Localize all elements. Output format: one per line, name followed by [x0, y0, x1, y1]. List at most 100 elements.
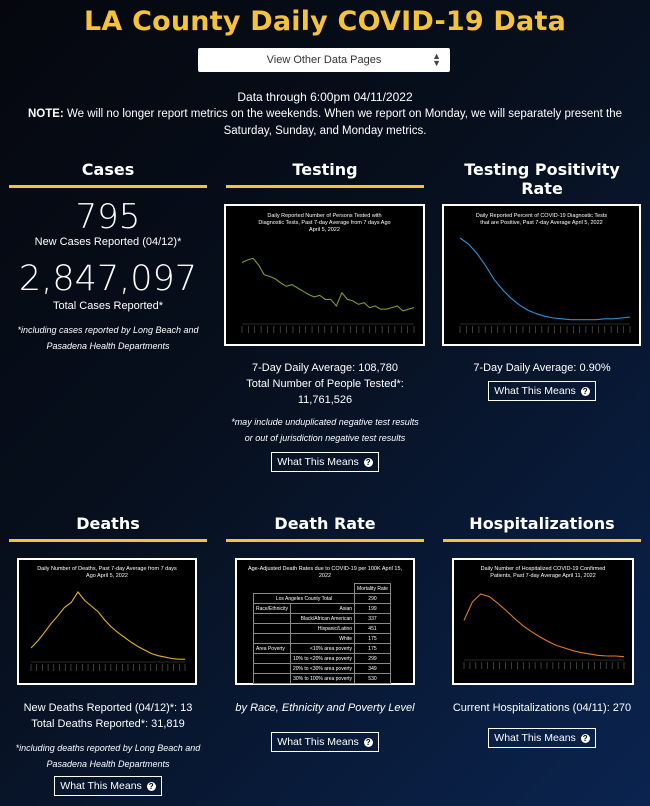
deaths-what-this-means-button[interactable]: What This Means ? [54, 776, 162, 796]
question-icon: ? [146, 781, 156, 791]
deaths-chart[interactable]: Daily Number of Deaths, Past 7-day Avera… [17, 558, 197, 685]
la-total-label: Los Angeles County Total [252, 593, 356, 604]
mortality-group: Race/Ethnicity [253, 603, 291, 614]
deaths-line [30, 591, 185, 660]
question-icon: ? [580, 733, 590, 743]
mortality-row: Race/Ethnicity Asian 199 [253, 603, 391, 614]
deaths-footnote: *including deaths reported by Long Beach… [15, 743, 201, 769]
mortality-value: 337 [354, 613, 391, 624]
question-icon: ? [363, 737, 373, 747]
mortality-category: White [289, 633, 356, 644]
testing-chart[interactable]: Daily Reported Number of Persons Tested … [224, 204, 425, 346]
note-label: NOTE: [27, 108, 64, 120]
note-text: We will no longer report metrics on the … [66, 108, 623, 137]
question-icon: ? [580, 386, 590, 396]
weekend-note: NOTE: We will no longer report metrics o… [8, 106, 642, 140]
mortality-value: 299 [354, 653, 391, 664]
mortality-group [253, 673, 291, 684]
death-rate-table-image[interactable]: Age-Adjusted Death Rates due to COVID-19… [235, 558, 415, 685]
testing-total-label: Total Number of People Tested*: [246, 378, 404, 390]
mortality-category: 20% to <30% area poverty [289, 663, 356, 674]
death-rate-what-this-means-button[interactable]: What This Means ? [271, 732, 379, 752]
positivity-chart-title: Daily Reported Percent of COVID-19 Diagn… [475, 213, 608, 226]
mortality-row: 10% to <20% area poverty 299 [253, 653, 391, 664]
hosp-line [463, 593, 625, 658]
deaths-stats: New Deaths Reported (04/12)*: 13 Total D… [9, 700, 207, 796]
positivity-what-this-means-button[interactable]: What This Means ? [488, 381, 596, 401]
testing-heading: Testing [226, 160, 424, 188]
mortality-group [253, 613, 291, 624]
hosp-chart[interactable]: Daily Number of Hospitalized COVID-19 Co… [452, 558, 634, 685]
deaths-section: Deaths [9, 514, 207, 542]
testing-button-label: What This Means [277, 456, 359, 468]
data-through-text: Data through 6:00pm 04/11/2022 [237, 90, 413, 104]
deaths-heading: Deaths [9, 514, 207, 542]
testing-section: Testing [226, 160, 424, 188]
la-total-value: 290 [354, 593, 391, 604]
hosp-what-this-means-button[interactable]: What This Means ? [488, 728, 596, 748]
mortality-group: Area Poverty [253, 643, 291, 654]
new-cases-label: New Cases Reported (04/12)* [34, 236, 182, 248]
death-rate-footer: by Race, Ethnicity and Poverty Level Wha… [226, 700, 424, 752]
data-pages-select[interactable]: View Other Data Pages ▲ ▼ [198, 48, 450, 72]
select-arrows-icon: ▲ ▼ [432, 51, 441, 68]
positivity-chart[interactable]: Daily Reported Percent of COVID-19 Diagn… [442, 204, 641, 346]
mortality-value: 349 [354, 663, 391, 674]
positivity-section: Testing Positivity Rate [443, 160, 641, 207]
testing-stats: 7-Day Daily Average: 108,780 Total Numbe… [226, 360, 424, 472]
page-title: LA County Daily COVID-19 Data [84, 6, 566, 37]
positivity-button-label: What This Means [494, 385, 576, 397]
death-rate-title: Age-Adjusted Death Rates due to COVID-19… [247, 566, 403, 579]
positivity-heading: Testing Positivity Rate [443, 160, 641, 207]
positivity-line [459, 237, 631, 321]
mortality-value: 451 [354, 623, 391, 634]
deaths-button-label: What This Means [60, 780, 142, 792]
mortality-category: 30% to 100% area poverty [289, 673, 356, 684]
mortality-group [253, 633, 291, 644]
positivity-avg: 7-Day Daily Average: 0.90% [473, 362, 611, 374]
mortality-category: Black/African American [289, 613, 356, 624]
death-rate-caption: by Race, Ethnicity and Poverty Level [235, 702, 415, 714]
mortality-category: Asian [289, 603, 356, 614]
mortality-category: 10% to <20% area poverty [289, 653, 356, 664]
mortality-header: Mortality Rate [354, 583, 391, 594]
total-cases-label: Total Cases Reported* [52, 300, 164, 312]
death-rate-button-label: What This Means [277, 736, 359, 748]
testing-total-value: 11,761,526 [297, 394, 353, 406]
data-pages-select-label: View Other Data Pages [266, 54, 382, 66]
mortality-row: White 175 [253, 633, 391, 644]
hosp-heading: Hospitalizations [443, 514, 641, 542]
cases-section: Cases 795 New Cases Reported (04/12)* 2,… [9, 160, 207, 354]
testing-what-this-means-button[interactable]: What This Means ? [271, 452, 379, 472]
death-rate-heading: Death Rate [226, 514, 424, 542]
deaths-new: New Deaths Reported (04/12)*: 13 [23, 702, 193, 714]
hosp-chart-svg [463, 593, 625, 669]
mortality-row: Area Poverty <10% area poverty 175 [253, 643, 391, 654]
hosp-stats: Current Hospitalizations (04/11): 270 Wh… [443, 700, 641, 748]
mortality-category: <10% area poverty [289, 643, 356, 654]
mortality-table: Mortality Rate Los Angeles County Total … [252, 583, 391, 684]
cases-footnote: *including cases reported by Long Beach … [17, 325, 199, 351]
deaths-chart-title: Daily Number of Deaths, Past 7-day Avera… [37, 566, 177, 579]
testing-line [241, 257, 415, 312]
hosp-chart-title: Daily Number of Hospitalized COVID-19 Co… [480, 566, 606, 579]
total-cases-value: 2,847,097 [18, 259, 198, 299]
death-rate-section: Death Rate [226, 514, 424, 542]
mortality-value: 530 [354, 673, 391, 684]
mortality-group [253, 653, 291, 664]
mortality-value: 175 [354, 643, 391, 654]
mortality-category: Hispanic/Latino [289, 623, 356, 634]
mortality-row: 30% to 100% area poverty 530 [253, 673, 391, 684]
cases-heading: Cases [9, 160, 207, 188]
testing-footnote: *may include unduplicated negative test … [231, 417, 419, 443]
mortality-group [253, 663, 291, 674]
deaths-chart-svg [30, 591, 186, 671]
question-icon: ? [363, 457, 373, 467]
mortality-group [253, 623, 291, 634]
deaths-total: Total Deaths Reported*: 31,819 [31, 718, 185, 730]
hosp-current: Current Hospitalizations (04/11): 270 [452, 702, 632, 714]
mortality-row: 20% to <30% area poverty 349 [253, 663, 391, 674]
mortality-row: Hispanic/Latino 451 [253, 623, 391, 634]
mortality-value: 175 [354, 633, 391, 644]
testing-chart-svg [241, 257, 415, 333]
